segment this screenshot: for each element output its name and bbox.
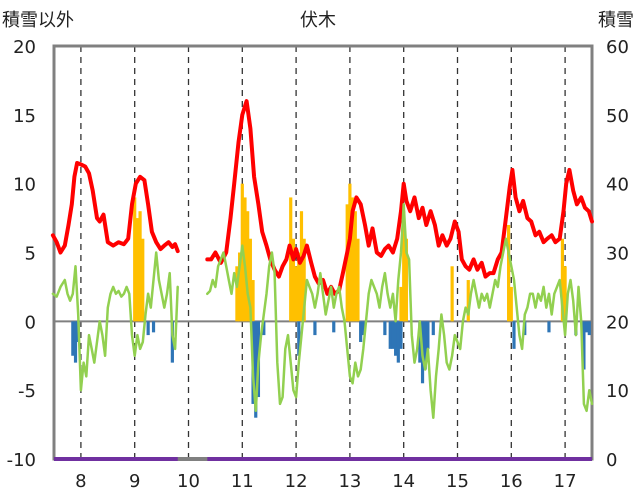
x-tick-label: 15 [446, 471, 469, 492]
right-axis-label: 積雪 [598, 10, 634, 31]
negative-bar [585, 321, 589, 333]
x-tick-label: 16 [500, 471, 523, 492]
left-tick-label: 20 [13, 37, 36, 58]
right-tick-label: 30 [606, 244, 629, 265]
negative-bar [587, 321, 591, 336]
positive-bar [246, 211, 250, 322]
positive-bar [404, 238, 408, 322]
x-tick-label: 12 [285, 471, 308, 492]
positive-bar [135, 218, 139, 322]
negative-bar [512, 321, 516, 349]
negative-bar [254, 321, 258, 418]
negative-bar [426, 321, 430, 349]
negative-bar [383, 321, 387, 336]
red-series-line [205, 99, 594, 296]
negative-bar [332, 321, 336, 333]
positive-bar [348, 183, 352, 322]
left-tick-label: 15 [13, 106, 36, 127]
x-tick-label: 11 [231, 471, 254, 492]
negative-bar [396, 321, 400, 363]
negative-bar [71, 321, 75, 356]
negative-bar [146, 321, 150, 336]
chart-title: 伏木 [300, 10, 336, 31]
positive-bar [350, 197, 355, 322]
left-tick-label: 10 [13, 175, 36, 196]
positive-bar [399, 286, 403, 322]
left-tick-label: 5 [25, 244, 36, 265]
positive-bar [238, 252, 242, 322]
negative-bar [399, 321, 403, 349]
positive-bar [289, 197, 293, 322]
right-tick-label: 60 [606, 37, 629, 58]
negative-bar [170, 321, 174, 363]
positive-bar [291, 238, 296, 322]
positive-bar [450, 266, 454, 322]
negative-bar [547, 321, 551, 333]
positive-bar [297, 252, 301, 322]
positive-bar [563, 266, 567, 322]
green-series-line [51, 251, 179, 392]
negative-bar [423, 321, 427, 370]
positive-bar [138, 211, 142, 322]
left-tick-label: -5 [18, 381, 36, 402]
positive-bar [345, 204, 349, 322]
positive-bar [141, 238, 145, 322]
x-tick-label: 9 [129, 471, 140, 492]
x-tick-label: 17 [554, 471, 577, 492]
negative-bar [313, 321, 317, 336]
x-tick-label: 13 [338, 471, 361, 492]
negative-bar [391, 321, 395, 349]
right-tick-label: 20 [606, 312, 629, 333]
right-tick-label: 40 [606, 175, 629, 196]
negative-bar [394, 321, 398, 356]
x-tick-label: 14 [392, 471, 415, 492]
positive-bar [356, 238, 360, 322]
left-tick-label: 0 [25, 312, 36, 333]
negative-bar [361, 321, 365, 336]
positive-bar [299, 211, 304, 322]
positive-bar [133, 197, 137, 322]
negative-bar [431, 321, 435, 336]
negative-bar [359, 321, 363, 342]
left-axis-label: 積雪以外 [2, 10, 74, 31]
positive-bar [402, 211, 406, 322]
green-series-line [206, 203, 594, 419]
positive-bar [353, 211, 357, 322]
x-tick-label: 10 [177, 471, 200, 492]
positive-bar [560, 238, 565, 322]
negative-bar [388, 321, 392, 349]
negative-bar [151, 321, 156, 333]
red-series-line [50, 161, 180, 255]
right-tick-label: 10 [606, 381, 629, 402]
positive-bar [466, 280, 470, 322]
negative-bar [582, 321, 586, 370]
x-tick-label: 8 [75, 471, 86, 492]
negative-bar [418, 321, 422, 363]
negative-bar [262, 321, 266, 336]
positive-bar [294, 266, 298, 322]
right-tick-label: 50 [606, 106, 629, 127]
positive-bar [507, 224, 511, 322]
negative-bar [297, 321, 301, 356]
positive-bar [302, 238, 306, 322]
negative-bar [73, 321, 78, 363]
positive-bar [235, 266, 239, 322]
left-tick-label: -10 [7, 450, 36, 471]
positive-bar [251, 280, 255, 322]
positive-bar [509, 286, 513, 322]
right-tick-label: 0 [606, 450, 617, 471]
positive-bar [248, 238, 252, 322]
